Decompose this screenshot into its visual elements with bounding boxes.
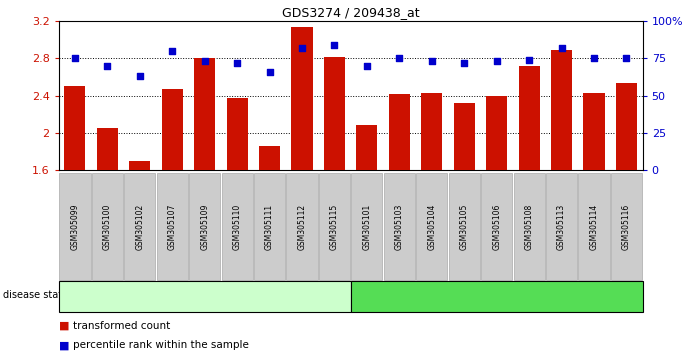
- Text: GSM305113: GSM305113: [557, 204, 566, 250]
- Bar: [518, 66, 540, 170]
- Bar: [389, 94, 410, 170]
- Text: GSM305106: GSM305106: [492, 203, 501, 250]
- Point: [296, 45, 307, 51]
- Bar: [324, 57, 345, 170]
- Point: [231, 60, 243, 66]
- Point: [556, 45, 567, 51]
- Text: GSM305109: GSM305109: [200, 203, 209, 250]
- Text: GSM305115: GSM305115: [330, 204, 339, 250]
- Point: [459, 60, 470, 66]
- Text: GSM305100: GSM305100: [103, 203, 112, 250]
- Point: [199, 58, 210, 64]
- Text: GSM305105: GSM305105: [460, 203, 468, 250]
- Point: [621, 56, 632, 61]
- Text: GSM305111: GSM305111: [265, 204, 274, 250]
- Text: GSM305103: GSM305103: [395, 203, 404, 250]
- Text: disease state ▶: disease state ▶: [3, 290, 79, 300]
- Point: [102, 63, 113, 69]
- Point: [426, 58, 437, 64]
- Bar: [129, 161, 151, 170]
- Bar: [194, 58, 216, 170]
- Point: [69, 56, 80, 61]
- Bar: [551, 50, 572, 170]
- Point: [167, 48, 178, 54]
- Text: oncocytoma: oncocytoma: [171, 291, 239, 302]
- Point: [524, 57, 535, 63]
- Point: [394, 56, 405, 61]
- Bar: [162, 89, 183, 170]
- Text: percentile rank within the sample: percentile rank within the sample: [73, 340, 249, 350]
- Point: [134, 73, 145, 79]
- Text: chromophobe renal cell carcinoma: chromophobe renal cell carcinoma: [400, 291, 593, 302]
- Bar: [292, 27, 312, 170]
- Point: [491, 58, 502, 64]
- Text: ■: ■: [59, 340, 69, 350]
- Bar: [259, 146, 280, 170]
- Text: GSM305101: GSM305101: [362, 204, 371, 250]
- Text: GSM305108: GSM305108: [524, 204, 533, 250]
- Text: GSM305102: GSM305102: [135, 204, 144, 250]
- Text: GSM305099: GSM305099: [70, 203, 79, 250]
- Bar: [454, 103, 475, 170]
- Text: ■: ■: [59, 321, 69, 331]
- Point: [329, 42, 340, 48]
- Text: GSM305114: GSM305114: [589, 204, 598, 250]
- Point: [361, 63, 372, 69]
- Text: transformed count: transformed count: [73, 321, 170, 331]
- Bar: [486, 96, 507, 170]
- Bar: [422, 93, 442, 170]
- Text: GSM305116: GSM305116: [622, 204, 631, 250]
- Bar: [64, 86, 86, 170]
- Text: GSM305112: GSM305112: [298, 204, 307, 250]
- Point: [264, 69, 275, 75]
- Bar: [227, 98, 247, 170]
- Bar: [583, 93, 605, 170]
- Point: [589, 56, 600, 61]
- Text: GSM305104: GSM305104: [427, 203, 436, 250]
- Text: GSM305110: GSM305110: [233, 204, 242, 250]
- Bar: [97, 128, 118, 170]
- Title: GDS3274 / 209438_at: GDS3274 / 209438_at: [282, 6, 419, 19]
- Bar: [357, 125, 377, 170]
- Text: GSM305107: GSM305107: [168, 203, 177, 250]
- Bar: [616, 84, 637, 170]
